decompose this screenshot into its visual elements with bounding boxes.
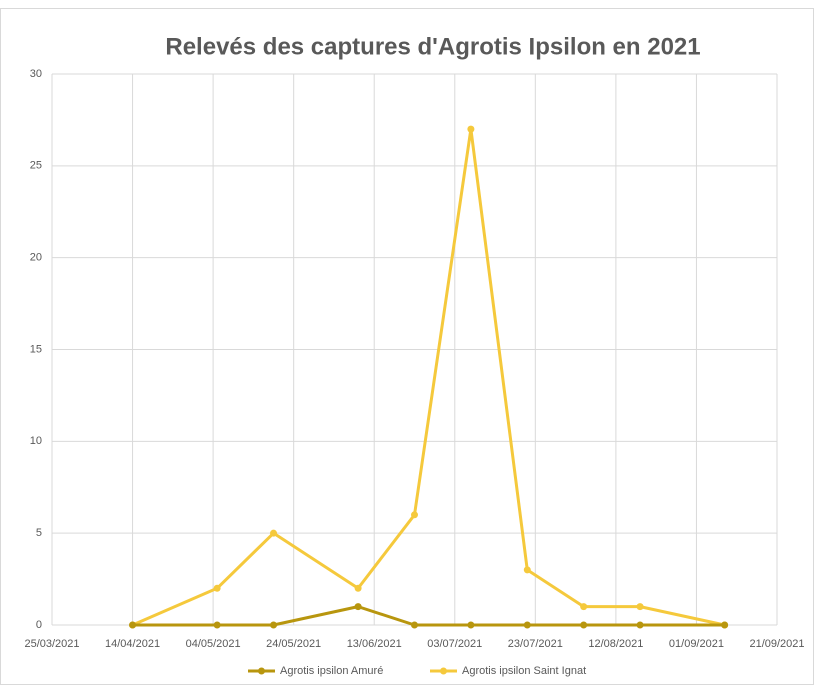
data-point [270, 621, 278, 629]
series-line [131, 127, 725, 627]
data-point [354, 584, 362, 592]
y-tick-label: 10 [30, 435, 42, 447]
y-tick-label: 20 [30, 252, 42, 264]
data-point [270, 529, 278, 537]
x-tick-label: 01/09/2021 [669, 638, 724, 650]
data-point [523, 566, 531, 574]
data-point [580, 603, 588, 611]
y-tick-label: 5 [36, 527, 42, 539]
data-point [213, 584, 221, 592]
data-point [636, 603, 644, 611]
data-point [636, 621, 644, 629]
data-point [523, 621, 531, 629]
y-tick-label: 15 [30, 343, 42, 355]
chart-border [0, 8, 814, 685]
y-tick-label: 0 [36, 619, 42, 631]
data-point [129, 621, 137, 629]
legend-marker [258, 667, 265, 675]
data-point [411, 621, 418, 629]
x-tick-label: 13/06/2021 [347, 638, 402, 650]
x-tick-label: 12/08/2021 [588, 638, 643, 650]
data-point [580, 621, 588, 629]
data-point [467, 125, 475, 133]
legend-marker [440, 667, 447, 675]
data-point [467, 621, 475, 629]
y-tick-label: 25 [30, 160, 42, 172]
data-point [721, 621, 729, 629]
chart-title: Relevés des captures d'Agrotis Ipsilon e… [165, 33, 700, 60]
legend-label: Agrotis ipsilon Saint Ignat [462, 665, 586, 677]
series-line [132, 605, 725, 627]
x-tick-label: 14/04/2021 [105, 638, 160, 650]
x-tick-label: 25/03/2021 [24, 638, 79, 650]
legend-label: Agrotis ipsilon Amuré [280, 665, 383, 677]
data-point [411, 511, 418, 519]
x-tick-label: 23/07/2021 [508, 638, 563, 650]
x-tick-label: 04/05/2021 [186, 638, 241, 650]
data-point [213, 621, 221, 629]
y-tick-label: 30 [30, 68, 42, 80]
x-tick-label: 24/05/2021 [266, 638, 321, 650]
data-point [354, 603, 362, 611]
x-tick-label: 21/09/2021 [749, 638, 804, 650]
x-tick-label: 03/07/2021 [427, 638, 482, 650]
